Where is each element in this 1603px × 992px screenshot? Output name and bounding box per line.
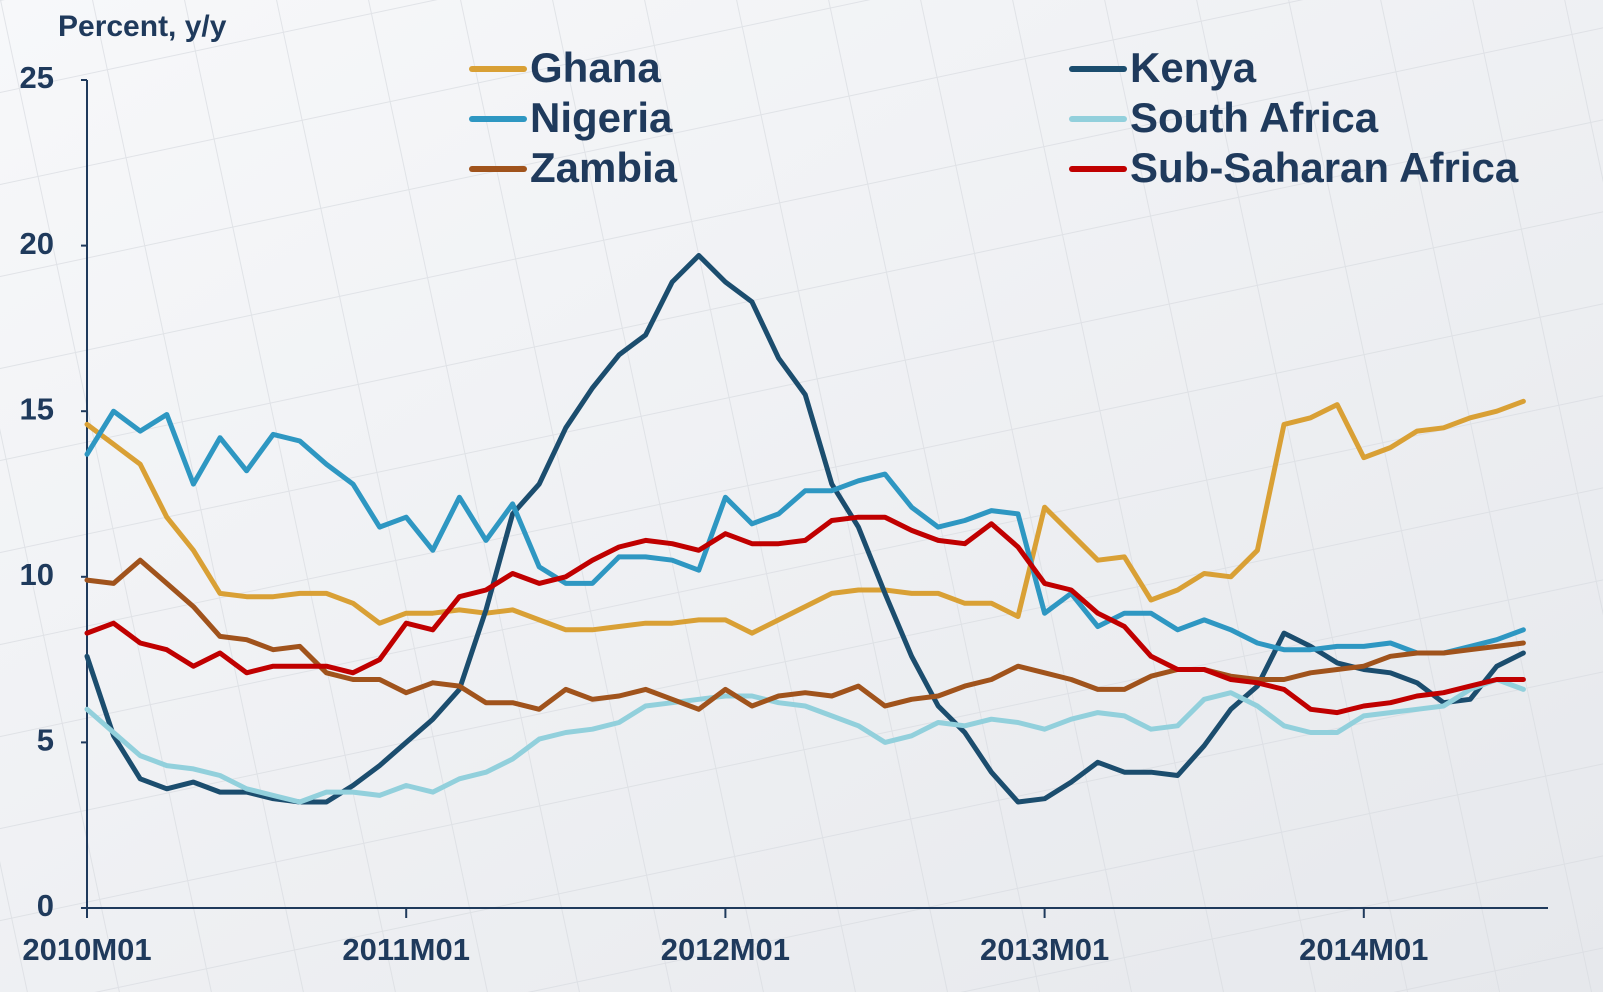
x-tick-label: 2012M01 xyxy=(661,932,790,967)
x-tick-label: 2010M01 xyxy=(22,932,151,967)
y-tick-label: 0 xyxy=(37,888,54,923)
legend-label: Nigeria xyxy=(530,94,673,141)
legend-label: Ghana xyxy=(530,44,661,91)
legend-label: Kenya xyxy=(1130,44,1257,91)
series-line xyxy=(84,408,1526,656)
y-tick-label: 15 xyxy=(20,391,54,426)
series-line xyxy=(84,677,1526,805)
legend-label: South Africa xyxy=(1130,94,1379,141)
series-line xyxy=(84,398,1526,636)
y-tick-label: 25 xyxy=(20,60,54,95)
series-line xyxy=(84,253,1526,805)
legend-label: Zambia xyxy=(530,144,678,191)
legend-label: Sub-Saharan Africa xyxy=(1130,144,1519,191)
y-axis-title: Percent, y/y xyxy=(58,10,227,43)
series-line xyxy=(84,557,1526,712)
series-line xyxy=(84,514,1526,716)
x-tick-label: 2014M01 xyxy=(1299,932,1428,967)
y-tick-label: 5 xyxy=(37,723,54,758)
x-tick-label: 2013M01 xyxy=(980,932,1109,967)
y-tick-label: 10 xyxy=(20,557,54,592)
x-tick-label: 2011M01 xyxy=(342,932,470,967)
y-tick-label: 20 xyxy=(20,226,54,261)
